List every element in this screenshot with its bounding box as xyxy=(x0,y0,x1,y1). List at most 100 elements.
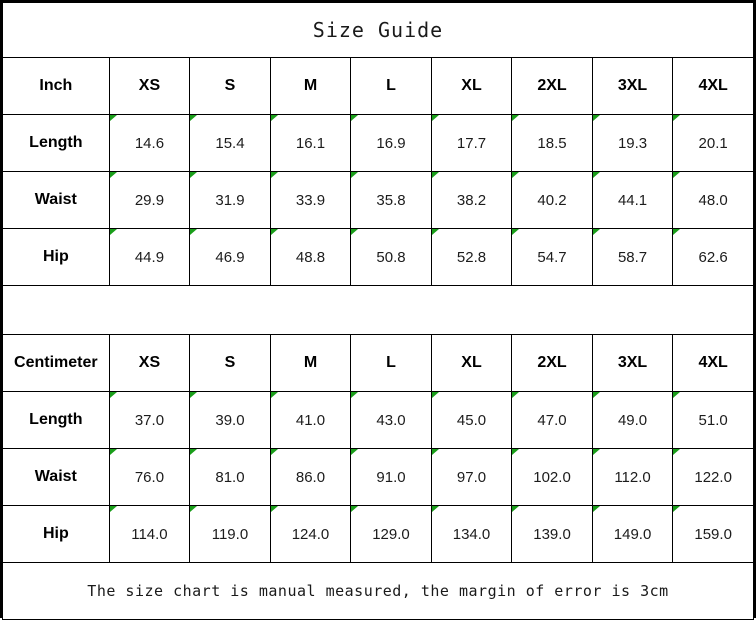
size-header-cm-xs: XS xyxy=(108,334,191,392)
comment-flag-icon xyxy=(190,506,198,512)
cell-inch-waist-s: 31.9 xyxy=(189,171,271,229)
comment-flag-icon xyxy=(592,115,600,121)
cell-inch-length-xl: 17.7 xyxy=(430,114,513,172)
row-label-waist-cm: Waist xyxy=(2,448,110,506)
cell-value: 35.8 xyxy=(376,191,406,209)
cell-inch-length-s: 15.4 xyxy=(189,114,271,172)
comment-flag-icon xyxy=(190,172,198,178)
comment-flag-icon xyxy=(351,115,359,121)
comment-flag-icon xyxy=(270,229,278,235)
cell-value: 46.9 xyxy=(215,248,245,266)
cell-value: 44.9 xyxy=(134,248,165,266)
cell-inch-hip-xs: 44.9 xyxy=(108,228,191,286)
cell-value: 62.6 xyxy=(698,248,728,266)
comment-flag-icon xyxy=(351,229,359,235)
comment-flag-icon xyxy=(270,115,278,121)
cell-value: 38.2 xyxy=(456,191,487,209)
cell-cm-hip-4xl: 159.0 xyxy=(672,505,754,563)
cell-value: 52.8 xyxy=(456,248,487,266)
size-header-m: M xyxy=(269,57,352,115)
cell-inch-waist-4xl: 48.0 xyxy=(672,171,754,229)
cell-value: 81.0 xyxy=(215,468,245,486)
comment-flag-icon xyxy=(351,506,359,512)
row-label-hip-cm: Hip xyxy=(2,505,110,563)
comment-flag-icon xyxy=(592,172,600,178)
table-spacer-row xyxy=(2,285,754,335)
cell-cm-hip-3xl: 149.0 xyxy=(591,505,674,563)
cell-inch-waist-2xl: 40.2 xyxy=(511,171,593,229)
comment-flag-icon xyxy=(673,506,681,512)
cell-cm-waist-xs: 76.0 xyxy=(108,448,191,506)
comment-flag-icon xyxy=(351,449,359,455)
table-row: Length 37.0 39.0 41.0 43.0 45.0 47.0 49.… xyxy=(2,391,754,449)
cell-value: 16.9 xyxy=(376,134,406,152)
cell-inch-waist-xs: 29.9 xyxy=(108,171,191,229)
comment-flag-icon xyxy=(431,229,439,235)
cell-inch-waist-m: 33.9 xyxy=(269,171,352,229)
cell-value: 20.1 xyxy=(698,134,728,152)
comment-flag-icon xyxy=(512,506,520,512)
cell-cm-waist-4xl: 122.0 xyxy=(672,448,754,506)
cell-inch-waist-xl: 38.2 xyxy=(430,171,513,229)
cell-inch-waist-l: 35.8 xyxy=(350,171,432,229)
cell-value: 149.0 xyxy=(613,525,652,543)
cell-inch-length-xs: 14.6 xyxy=(108,114,191,172)
cell-inch-length-4xl: 20.1 xyxy=(672,114,754,172)
comment-flag-icon xyxy=(109,506,117,512)
cell-inch-hip-2xl: 54.7 xyxy=(511,228,593,286)
cell-value: 29.9 xyxy=(134,191,165,209)
cell-value: 112.0 xyxy=(614,468,651,486)
comment-flag-icon xyxy=(673,229,681,235)
cell-value: 86.0 xyxy=(295,468,326,486)
comment-flag-icon xyxy=(592,449,600,455)
table-row: Waist 29.9 31.9 33.9 35.8 38.2 40.2 44.1… xyxy=(2,171,754,229)
cell-value: 15.4 xyxy=(215,134,245,152)
size-header-s: S xyxy=(189,57,271,115)
cell-value: 39.0 xyxy=(215,411,245,429)
cell-inch-length-2xl: 18.5 xyxy=(511,114,593,172)
unit-header-inch: Inch xyxy=(2,57,110,115)
size-header-cm-l: L xyxy=(350,334,432,392)
cell-inch-waist-3xl: 44.1 xyxy=(591,171,674,229)
size-header-cm-xl: XL xyxy=(430,334,513,392)
size-header-cm-4xl: 4XL xyxy=(672,334,754,392)
cell-cm-waist-xl: 97.0 xyxy=(430,448,513,506)
cell-value: 119.0 xyxy=(211,525,249,543)
comment-flag-icon xyxy=(431,115,439,121)
size-header-cm-3xl: 3XL xyxy=(591,334,674,392)
cell-inch-hip-m: 48.8 xyxy=(269,228,352,286)
cell-value: 159.0 xyxy=(694,525,732,543)
comment-flag-icon xyxy=(351,392,359,398)
cell-value: 54.7 xyxy=(537,248,567,266)
row-label-length-cm: Length xyxy=(2,391,110,449)
measurement-disclaimer: The size chart is manual measured, the m… xyxy=(2,562,754,620)
row-label-hip-inch: Hip xyxy=(2,228,110,286)
cell-value: 33.9 xyxy=(295,191,326,209)
size-header-cm-2xl: 2XL xyxy=(511,334,593,392)
cell-cm-waist-m: 86.0 xyxy=(269,448,352,506)
cell-cm-waist-s: 81.0 xyxy=(189,448,271,506)
cell-value: 51.0 xyxy=(698,411,728,429)
cell-cm-length-2xl: 47.0 xyxy=(511,391,593,449)
cell-value: 37.0 xyxy=(134,411,165,429)
cell-value: 19.3 xyxy=(617,134,648,152)
cell-value: 43.0 xyxy=(376,411,406,429)
cell-value: 14.6 xyxy=(134,134,165,152)
comment-flag-icon xyxy=(512,229,520,235)
comment-flag-icon xyxy=(431,449,439,455)
comment-flag-icon xyxy=(351,172,359,178)
cell-value: 76.0 xyxy=(134,468,165,486)
title-row: Size Guide xyxy=(2,2,754,58)
cell-value: 114.0 xyxy=(131,525,168,543)
comment-flag-icon xyxy=(592,229,600,235)
comment-flag-icon xyxy=(592,392,600,398)
cell-value: 44.1 xyxy=(617,191,648,209)
cell-value: 122.0 xyxy=(694,468,732,486)
comment-flag-icon xyxy=(592,506,600,512)
size-header-4xl: 4XL xyxy=(672,57,754,115)
header-row-centimeter: Centimeter XS S M L XL 2XL 3XL 4XL xyxy=(2,334,754,392)
cell-cm-length-3xl: 49.0 xyxy=(591,391,674,449)
size-header-xs: XS xyxy=(108,57,191,115)
cell-value: 50.8 xyxy=(376,248,406,266)
